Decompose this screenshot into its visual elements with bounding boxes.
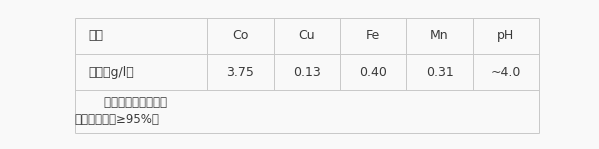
Text: 所用氧化镁为工业级: 所用氧化镁为工业级: [89, 96, 167, 108]
Text: Co: Co: [232, 30, 249, 42]
Text: 3.75: 3.75: [226, 66, 255, 79]
Text: Cu: Cu: [298, 30, 315, 42]
Text: 氧化镁，纯度≥95%。: 氧化镁，纯度≥95%。: [75, 113, 160, 126]
Text: 含量（g/l）: 含量（g/l）: [89, 66, 135, 79]
Text: pH: pH: [497, 30, 515, 42]
Text: Fe: Fe: [366, 30, 380, 42]
Text: 0.13: 0.13: [293, 66, 320, 79]
Text: 0.31: 0.31: [426, 66, 453, 79]
Text: Mn: Mn: [430, 30, 449, 42]
Text: 元素: 元素: [89, 30, 104, 42]
Text: 0.40: 0.40: [359, 66, 387, 79]
Text: ~4.0: ~4.0: [491, 66, 521, 79]
